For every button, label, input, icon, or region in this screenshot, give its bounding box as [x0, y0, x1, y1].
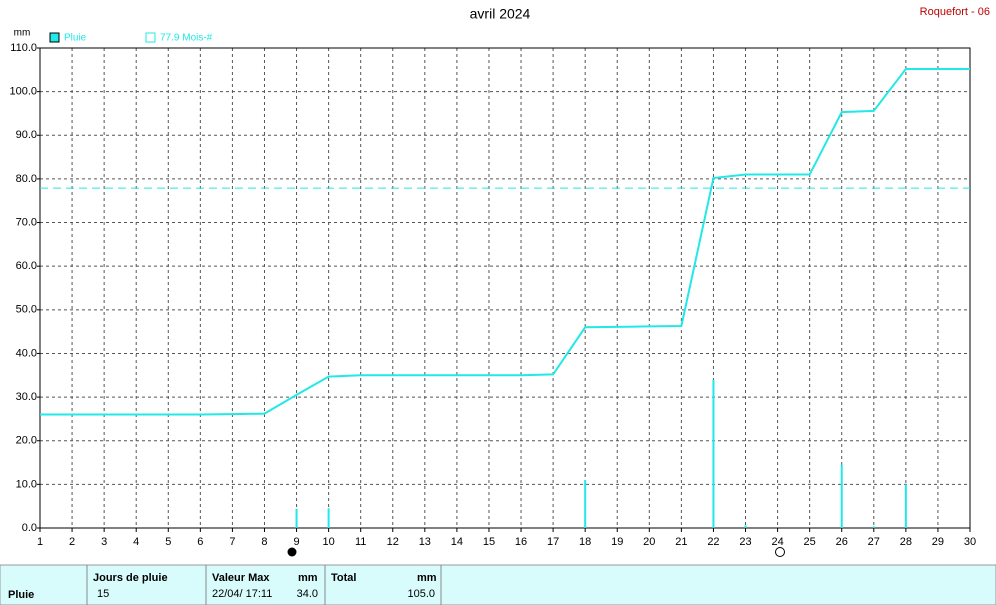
y-tick-label: 100.0	[9, 86, 37, 98]
table-cell: 15	[97, 588, 109, 600]
chart-title: avril 2024	[470, 6, 531, 22]
x-tick-label: 11	[355, 536, 366, 548]
table-unit: mm	[298, 572, 318, 584]
y-tick-label: 40.0	[16, 347, 37, 359]
x-tick-label: 10	[322, 536, 334, 548]
x-tick-label: 7	[229, 536, 235, 548]
bar	[584, 480, 587, 528]
bar	[295, 508, 298, 528]
y-tick-label: 50.0	[16, 304, 37, 316]
x-tick-label: 15	[483, 536, 495, 548]
table-dividers	[86, 565, 442, 605]
station: Roquefort - 06	[920, 6, 990, 18]
x-tick-label: 2	[69, 536, 75, 548]
table-unit: mm	[417, 572, 437, 584]
table-cell: 105.0	[407, 588, 435, 600]
y-tick-label: 90.0	[16, 129, 37, 141]
bar	[744, 525, 747, 528]
x-tick-label: 3	[101, 536, 107, 548]
x-tick-label: 28	[900, 536, 912, 548]
legend-label: Pluie	[64, 33, 87, 44]
y-tick-label: 10.0	[16, 478, 37, 490]
x-tick-label: 18	[579, 536, 591, 548]
x-tick-label: 1	[37, 536, 43, 548]
x-tick-label: 27	[868, 536, 880, 548]
legend: Pluie 77.9 Mois-#	[49, 32, 213, 44]
x-tick-label: 14	[451, 536, 463, 548]
x-tick-label: 26	[836, 536, 848, 548]
line	[40, 67, 970, 416]
x-tick-label: 8	[261, 536, 267, 548]
x-tick-label: 17	[547, 536, 559, 548]
x-tick-label: 24	[771, 536, 783, 548]
x-tick-label: 23	[739, 536, 751, 548]
legend-swatch	[145, 32, 156, 43]
y-tick-label: 60.0	[16, 260, 37, 272]
bar	[872, 526, 875, 528]
legend-label: 77.9 Mois-#	[160, 33, 213, 44]
table-header: Valeur Max	[212, 572, 270, 584]
x-tick-label: 5	[165, 536, 171, 548]
table-row-label: Pluie	[8, 589, 34, 601]
y-tick-label: 80.0	[16, 173, 37, 185]
x-tick-label: 12	[387, 536, 399, 548]
moon-icon	[775, 547, 785, 557]
moon-icon	[287, 547, 297, 557]
table-cell: 34.0	[297, 588, 318, 600]
bar	[840, 464, 843, 528]
x-tick-label: 30	[964, 536, 976, 548]
x-tick-label: 4	[133, 536, 139, 548]
bar	[327, 508, 330, 528]
x-tick-label: 13	[419, 536, 431, 548]
table-bg	[0, 564, 996, 605]
y-tick-label: 0.0	[22, 522, 37, 534]
bar	[712, 379, 715, 528]
y-tick-label: 30.0	[16, 391, 37, 403]
x-tick-label: 9	[293, 536, 299, 548]
x-tick-label: 29	[932, 536, 944, 548]
x-tick-label: 19	[611, 536, 623, 548]
x-tick-label: 22	[707, 536, 719, 548]
y-tick-label: 70.0	[16, 216, 37, 228]
x-tick-label: 20	[643, 536, 655, 548]
y-tick-label: 20.0	[16, 435, 37, 447]
bar	[904, 484, 907, 528]
y-label: mm	[14, 28, 31, 39]
table-header: Total	[331, 572, 356, 584]
plot-border	[39, 47, 971, 529]
x-tick-label: 6	[197, 536, 203, 548]
x-tick-label: 21	[675, 536, 687, 548]
table-header: Jours de pluie	[93, 572, 168, 584]
y-tick-label: 110.0	[10, 42, 37, 54]
legend-swatch	[49, 32, 60, 43]
x-tick-label: 16	[515, 536, 527, 548]
table-cell: 22/04/ 17:11	[212, 588, 272, 600]
x-tick-label: 25	[804, 536, 816, 548]
